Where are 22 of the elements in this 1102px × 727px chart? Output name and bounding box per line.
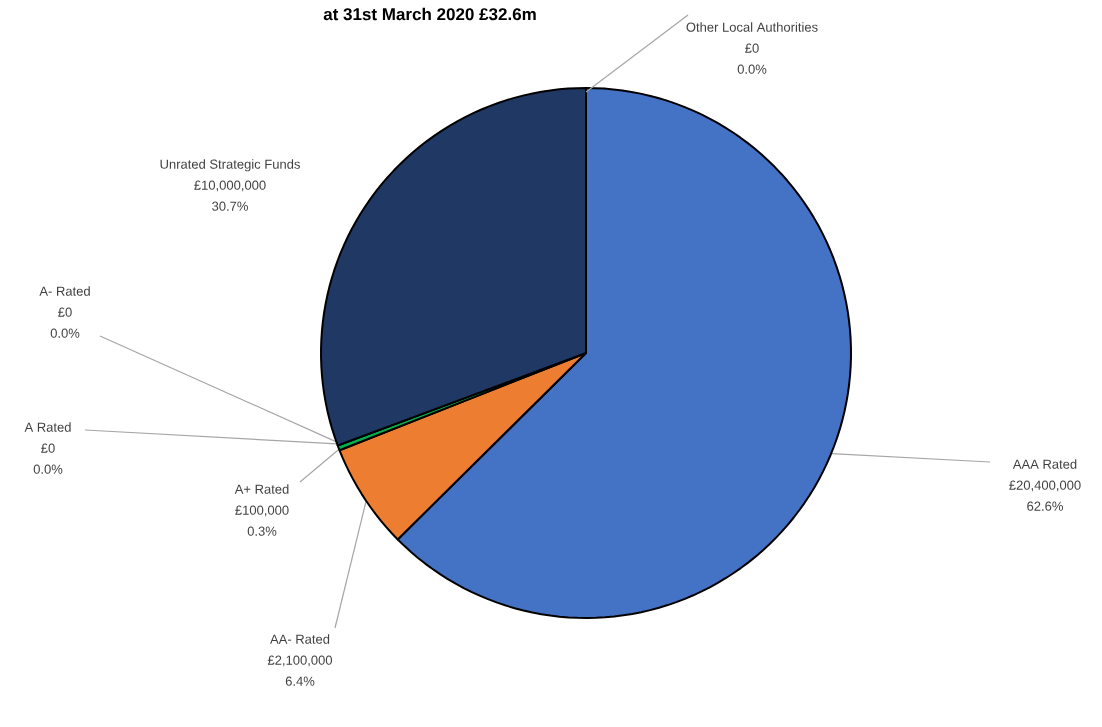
data-label: £10,000,000 <box>194 180 266 192</box>
slice-label: A+ Rated <box>234 484 289 494</box>
text: 62.6% <box>1027 501 1063 511</box>
slice-label: AA- Rated <box>270 634 330 644</box>
text: 0.0% <box>33 464 63 474</box>
chart-title: at 31st March 2020 £32.6m <box>323 7 536 21</box>
text: 0.3% <box>247 526 277 536</box>
text: £0 <box>745 43 759 53</box>
text: £0 <box>58 307 72 317</box>
category-label: Other Local Authorities <box>686 22 818 32</box>
data-label: £2,100,000 <box>267 655 333 667</box>
category-label: A- Rated <box>39 286 90 296</box>
text: £0 <box>41 443 55 453</box>
text: 30.7% <box>212 201 248 211</box>
data-label: £20,400,000 <box>1009 480 1081 492</box>
slice-label: AAA Rated <box>1012 459 1077 469</box>
text: 0.0% <box>737 64 767 74</box>
data-label: £100,000 <box>235 505 289 517</box>
text: 0.0% <box>50 328 80 338</box>
category-label: A Rated <box>24 422 71 432</box>
slice-label: Unrated Strategic Funds <box>160 159 300 172</box>
text: 6.4% <box>285 676 315 686</box>
